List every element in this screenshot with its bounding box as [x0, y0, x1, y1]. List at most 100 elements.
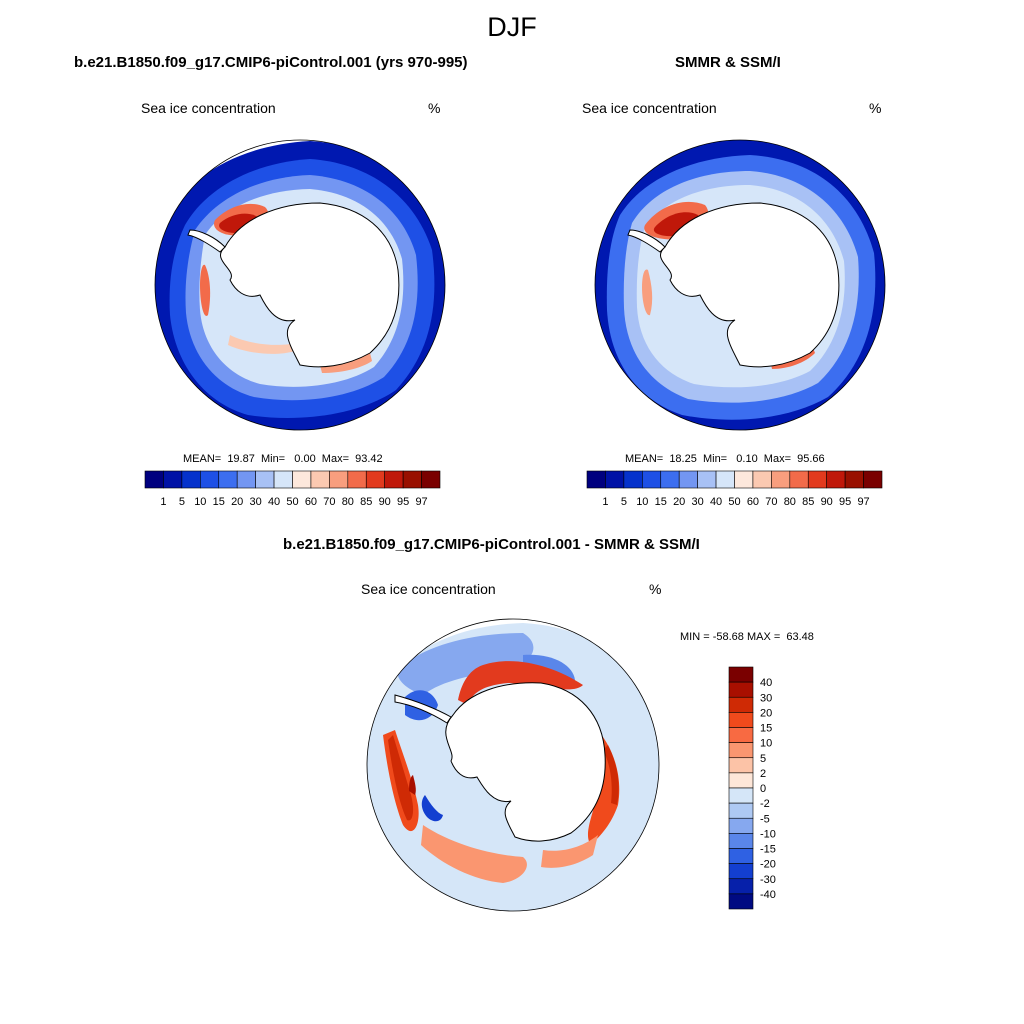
panel-model-title: b.e21.B1850.f09_g17.CMIP6-piControl.001 … — [74, 54, 468, 71]
colorbar-diff-swatch — [728, 893, 754, 910]
colorbar-diff-swatch — [728, 787, 754, 804]
colorbar-diff-tick-label: -20 — [760, 859, 776, 871]
panel-diff-variable: Sea ice concentration — [361, 581, 496, 597]
colorbar-obs-swatch — [715, 470, 735, 489]
panel-obs-stats: MEAN= 18.25 Min= 0.10 Max= 95.66 — [625, 453, 825, 465]
colorbar-obs-swatch — [826, 470, 846, 489]
colorbar-concentration-model: 1 5 10 15 20 30 40 50 60 70 80 85 90 95 97 — [144, 470, 441, 508]
colorbar-diff-swatch — [728, 712, 754, 728]
colorbar-diff-tick-label: 30 — [760, 692, 772, 704]
colorbar-obs-swatch — [844, 470, 864, 489]
colorbar-model-swatch — [144, 470, 164, 489]
colorbar-model-tick-label: 10 — [194, 496, 206, 508]
colorbar-model-swatch — [236, 470, 256, 489]
colorbar-diff-tick-label: 10 — [760, 738, 772, 750]
colorbar-diff-swatch — [728, 681, 754, 698]
panel-obs-variable: Sea ice concentration — [582, 100, 717, 116]
colorbar-obs-swatch — [807, 470, 827, 489]
colorbar-model-swatch — [310, 470, 330, 489]
colorbar-model-swatch — [329, 470, 349, 489]
colorbar-model-swatch — [402, 470, 422, 489]
colorbar-obs-swatch — [863, 470, 883, 489]
colorbar-diff-tick-label: 0 — [760, 783, 766, 795]
colorbar-model-tick-label: 50 — [286, 496, 298, 508]
panel-model-units: % — [428, 100, 441, 116]
panel-diff-units: % — [649, 581, 662, 597]
colorbar-model-swatch — [163, 470, 183, 489]
colorbar-model-swatch — [181, 470, 201, 489]
colorbar-model-tick-label: 95 — [397, 496, 409, 508]
colorbar-obs-tick-label: 90 — [821, 496, 833, 508]
colorbar-model-swatch — [292, 470, 312, 489]
colorbar-model-tick-label: 85 — [360, 496, 372, 508]
colorbar-diff-swatch — [728, 833, 754, 849]
colorbar-obs-swatch — [771, 470, 791, 489]
colorbar-obs-tick-label: 80 — [784, 496, 796, 508]
colorbar-diff-swatch — [728, 878, 754, 895]
panel-model-stats: MEAN= 19.87 Min= 0.00 Max= 93.42 — [183, 453, 383, 465]
panel-obs-map — [594, 139, 886, 431]
colorbar-obs-swatch — [697, 470, 717, 489]
colorbar-diff-swatch — [728, 848, 754, 864]
colorbar-diff-tick-label: -40 — [760, 889, 776, 901]
colorbar-diff-tick-label: -15 — [760, 844, 776, 856]
colorbar-obs-tick-label: 15 — [655, 496, 667, 508]
panel-model-variable: Sea ice concentration — [141, 100, 276, 116]
colorbar-obs-swatch — [678, 470, 698, 489]
colorbar-obs-tick-label: 70 — [765, 496, 777, 508]
colorbar-model-tick-label: 97 — [415, 496, 427, 508]
colorbar-obs-tick-label: 20 — [673, 496, 685, 508]
panel-diff-title: b.e21.B1850.f09_g17.CMIP6-piControl.001 … — [283, 536, 700, 553]
colorbar-model-tick-label: 5 — [179, 496, 185, 508]
colorbar-obs-swatch — [734, 470, 754, 489]
colorbar-diff-swatch — [728, 666, 754, 683]
colorbar-model-tick-label: 70 — [323, 496, 335, 508]
colorbar-diff-swatch — [728, 772, 754, 789]
colorbar-diff-tick-label: -2 — [760, 798, 770, 810]
colorbar-obs-swatch — [752, 470, 772, 489]
panel-model-map — [154, 139, 446, 431]
colorbar-model-tick-label: 20 — [231, 496, 243, 508]
colorbar-obs-tick-label: 95 — [839, 496, 851, 508]
colorbar-diff-swatch — [728, 802, 754, 819]
colorbar-obs-tick-label: 40 — [710, 496, 722, 508]
colorbar-diff-tick-label: 20 — [760, 707, 772, 719]
colorbar-model-tick-label: 60 — [305, 496, 317, 508]
panel-diff-map — [366, 618, 660, 912]
colorbar-obs-tick-label: 50 — [728, 496, 740, 508]
colorbar-diff-tick-label: 40 — [760, 677, 772, 689]
colorbar-diff-tick-label: -5 — [760, 813, 770, 825]
colorbar-model-swatch — [200, 470, 220, 489]
colorbar-diff-tick-label: 2 — [760, 768, 766, 780]
colorbar-obs-tick-label: 1 — [602, 496, 608, 508]
colorbar-model-swatch — [421, 470, 441, 489]
colorbar-model-tick-label: 30 — [250, 496, 262, 508]
colorbar-diff-swatch — [728, 727, 754, 743]
colorbar-diff-swatch — [728, 817, 754, 834]
colorbar-model-swatch — [218, 470, 238, 489]
colorbar-obs-tick-label: 30 — [692, 496, 704, 508]
colorbar-model-tick-label: 40 — [268, 496, 280, 508]
colorbar-obs-swatch — [586, 470, 606, 489]
colorbar-model-tick-label: 1 — [160, 496, 166, 508]
colorbar-diff-swatch — [728, 742, 754, 759]
panel-obs-title: SMMR & SSM/I — [675, 54, 781, 71]
colorbar-obs-swatch — [789, 470, 809, 489]
colorbar-diff-swatch — [728, 863, 754, 880]
colorbar-diff-tick-label: 15 — [760, 723, 772, 735]
colorbar-model-swatch — [365, 470, 385, 489]
figure-title: DJF — [487, 12, 537, 42]
colorbar-concentration-obs: 1 5 10 15 20 30 40 50 60 70 80 85 90 95 97 — [586, 470, 883, 508]
colorbar-model-swatch — [273, 470, 293, 489]
colorbar-diff-tick-label: -30 — [760, 874, 776, 886]
colorbar-obs-tick-label: 5 — [621, 496, 627, 508]
colorbar-obs-swatch — [660, 470, 680, 489]
colorbar-model-swatch — [384, 470, 404, 489]
colorbar-diff-tick-label: -10 — [760, 828, 776, 840]
colorbar-obs-tick-label: 85 — [802, 496, 814, 508]
colorbar-obs-tick-label: 60 — [747, 496, 759, 508]
colorbar-diff-swatch — [728, 696, 754, 713]
colorbar-model-swatch — [347, 470, 367, 489]
colorbar-obs-swatch — [623, 470, 643, 489]
